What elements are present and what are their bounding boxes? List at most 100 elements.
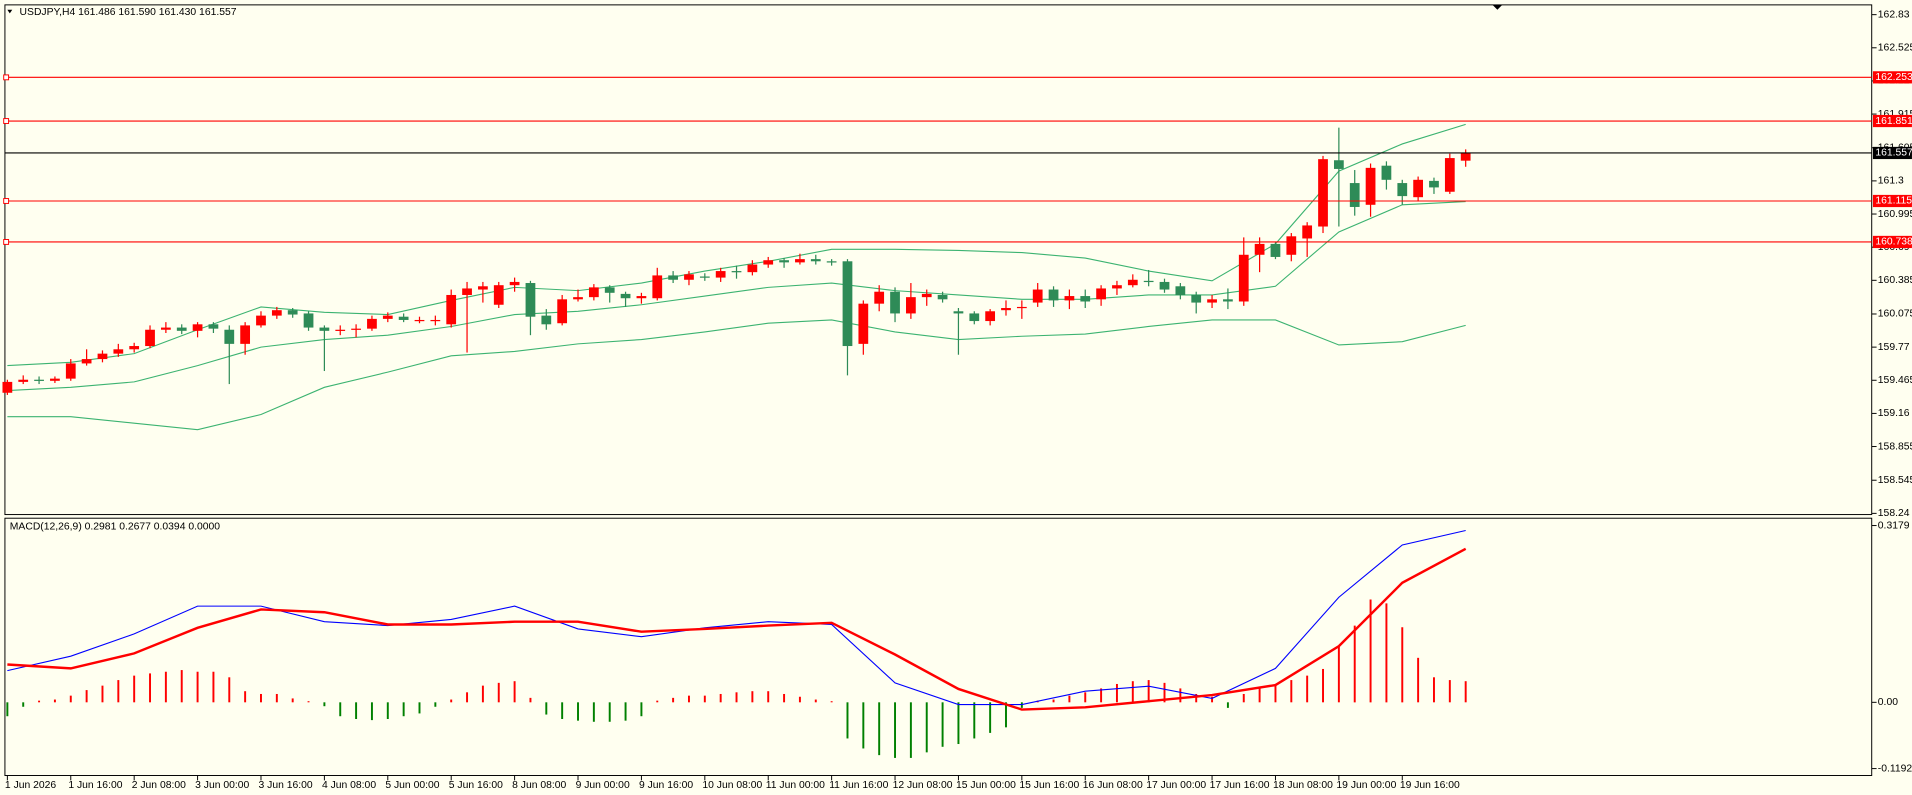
level-label: 160.738	[1875, 237, 1912, 248]
chart-title: USDJPY,H4 161.486 161.590 161.430 161.55…	[20, 7, 237, 18]
candle-body	[446, 294, 457, 325]
candle-body	[826, 261, 837, 263]
level-anchor	[3, 118, 10, 124]
y-tick-label: 159.16	[1878, 408, 1910, 419]
x-tick-label: 17 Jun 00:00	[1146, 780, 1206, 791]
level-label-box	[1872, 114, 1912, 128]
candle-body	[176, 327, 187, 331]
level-label-box	[1872, 235, 1912, 249]
x-tick-label: 9 Jun 16:00	[639, 780, 693, 791]
y-tick-label: 161.3	[1878, 176, 1904, 187]
candle-body	[890, 291, 900, 314]
candle-body	[541, 315, 552, 325]
candle-body	[1112, 285, 1122, 289]
candle-body	[1429, 180, 1439, 188]
candle-body	[1365, 167, 1376, 205]
candle-body	[1460, 152, 1471, 161]
candle-body	[604, 287, 615, 293]
candle-body	[1223, 299, 1233, 302]
candle-body	[319, 327, 330, 331]
candle-body	[1270, 243, 1281, 257]
price-label-box	[1872, 146, 1912, 160]
candle-body	[906, 297, 916, 314]
candle-body	[937, 294, 948, 300]
candle-body	[430, 319, 441, 322]
candle-body	[1064, 296, 1075, 301]
candle-body	[18, 379, 29, 382]
candle-body	[525, 283, 536, 317]
candle-body	[65, 363, 76, 379]
candle-body	[1127, 279, 1138, 286]
candle-body	[1333, 160, 1344, 169]
x-tick-label: 19 Jun 00:00	[1336, 780, 1396, 791]
y-tick-label: 158.545	[1878, 475, 1912, 486]
level-label: 161.851	[1875, 116, 1912, 127]
candle-body	[699, 276, 710, 278]
level-anchor	[3, 239, 10, 245]
candle-body	[684, 274, 694, 280]
price-label: 161.557	[1875, 148, 1912, 159]
x-tick-label: 16 Jun 08:00	[1083, 780, 1143, 791]
candle-body	[1286, 236, 1297, 255]
candle-body	[509, 281, 520, 286]
candle-body	[1413, 179, 1424, 198]
y-tick-label: 160.075	[1878, 309, 1912, 320]
candle-body	[557, 299, 568, 324]
macd-panel	[4, 517, 1873, 776]
candle-body	[2, 381, 13, 393]
y-tick-label: 158.24	[1878, 508, 1910, 519]
level-label: 161.115	[1875, 196, 1912, 207]
y-tick-label: 162.525	[1878, 43, 1912, 54]
candle-body	[1191, 294, 1202, 303]
x-tick-label: 15 Jun 16:00	[1019, 780, 1079, 791]
bollinger-band	[7, 200, 1466, 392]
x-tick-label: 17 Jun 16:00	[1210, 780, 1270, 791]
candle-body	[1207, 299, 1217, 303]
candle-body	[256, 315, 266, 326]
candle-body	[795, 259, 805, 263]
candle-body	[287, 310, 298, 315]
candle-body	[351, 328, 361, 330]
candle-body	[1349, 183, 1360, 207]
y-tick-label: 160.995	[1878, 209, 1912, 220]
x-tick-label: 1 Jun 16:00	[68, 780, 122, 791]
candle-body	[335, 329, 346, 331]
candle-body	[1444, 158, 1455, 192]
y-tick-label: 0.3179	[1878, 520, 1910, 531]
candle-body	[1096, 288, 1106, 300]
candle-body	[271, 310, 282, 316]
y-tick-label: 0.00	[1878, 697, 1898, 708]
candle-body	[985, 311, 996, 322]
y-tick-label: 160.385	[1878, 275, 1912, 286]
x-tick-label: 11 Jun 16:00	[829, 780, 888, 791]
candle-body	[636, 296, 647, 299]
candle-body	[1254, 243, 1265, 255]
candle-body	[414, 319, 425, 322]
candle-body	[462, 288, 472, 295]
candle-body	[1001, 308, 1011, 311]
x-tick-label: 18 Jun 08:00	[1273, 780, 1333, 791]
candle-body	[34, 379, 44, 381]
level-label-box	[1872, 71, 1912, 84]
candle-body	[1159, 281, 1170, 290]
bollinger-band	[7, 319, 1466, 431]
candle-body	[145, 329, 155, 347]
x-tick-label: 5 Jun 16:00	[449, 780, 503, 791]
candle-body	[367, 318, 377, 329]
candle-body	[668, 275, 678, 280]
menu-marker	[7, 9, 13, 14]
candle-body	[1381, 165, 1392, 180]
candle-body	[493, 285, 504, 305]
y-tick-label: -0.1192	[1878, 763, 1912, 774]
candle-body	[240, 325, 251, 344]
x-tick-label: 4 Jun 08:00	[322, 780, 376, 791]
y-tick-label: 158.855	[1878, 441, 1912, 452]
candle-body	[1016, 306, 1027, 309]
candle-body	[303, 313, 314, 328]
candle-body	[588, 287, 599, 298]
macd-line	[7, 547, 1467, 711]
candle-body	[747, 264, 758, 273]
level-label: 162.253	[1875, 72, 1912, 83]
